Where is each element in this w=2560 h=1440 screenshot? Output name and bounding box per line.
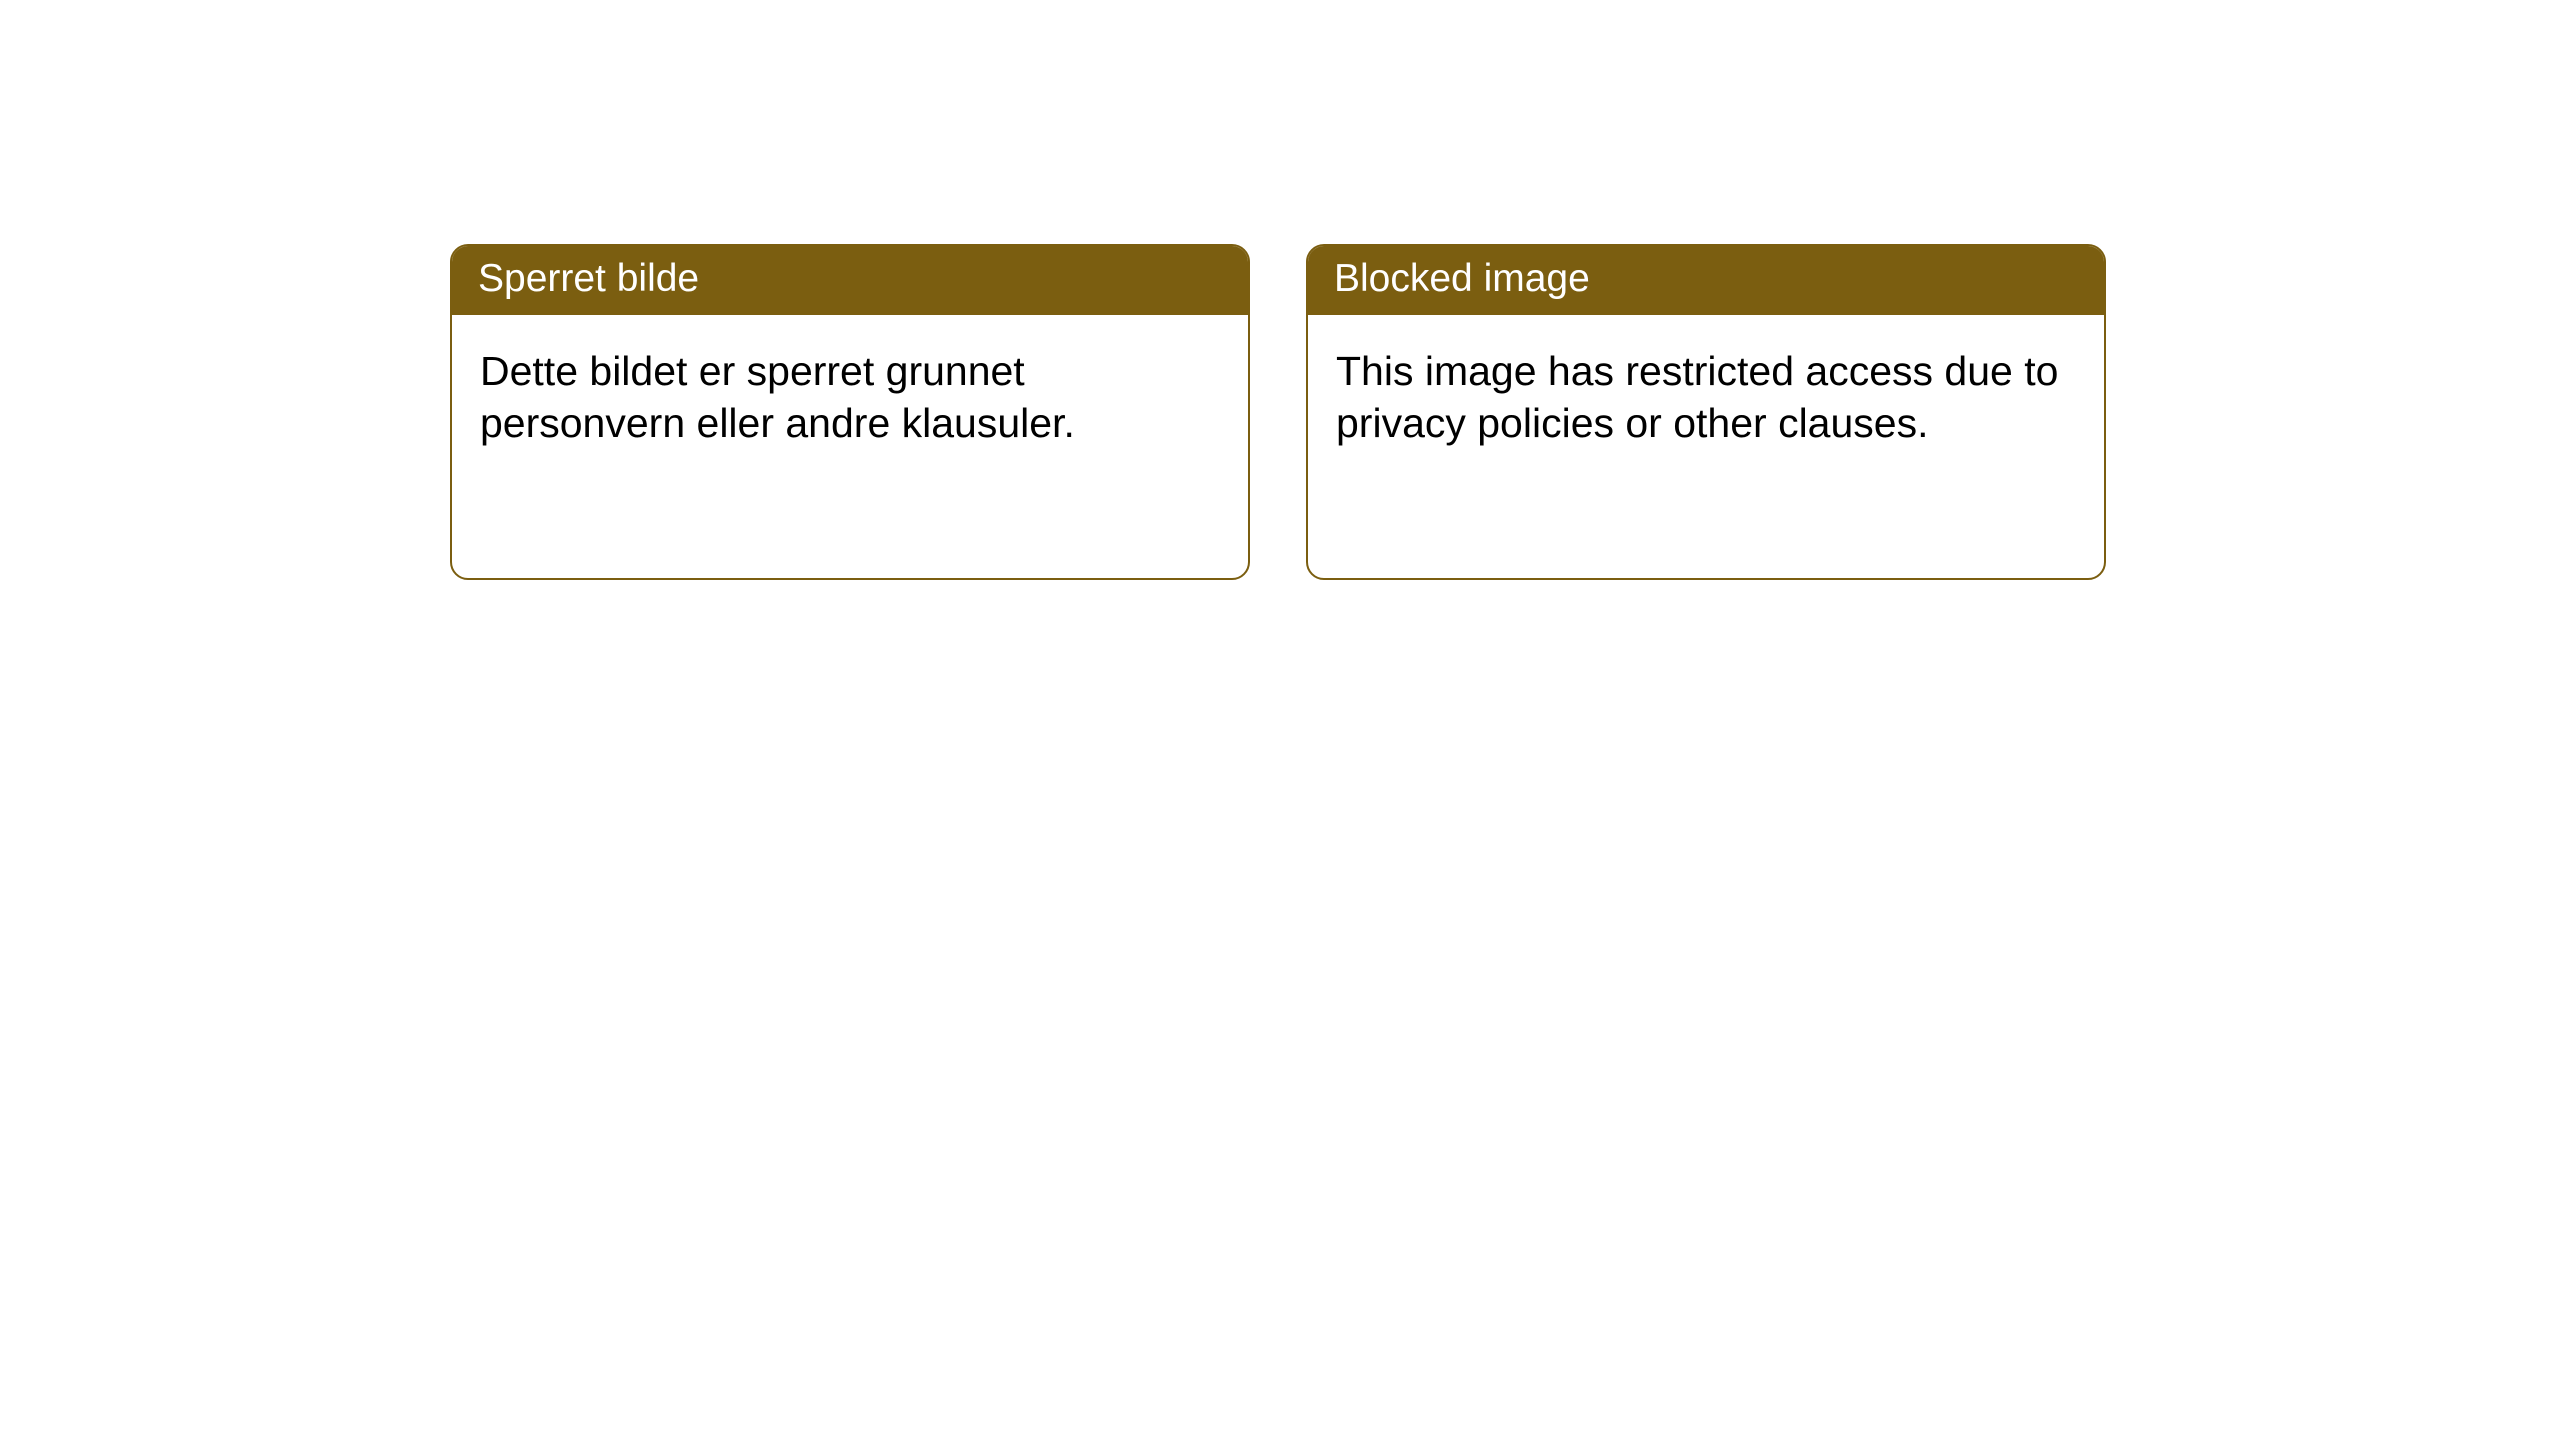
blocked-image-card-norwegian: Sperret bilde Dette bildet er sperret gr… [450, 244, 1250, 580]
blocked-image-card-english: Blocked image This image has restricted … [1306, 244, 2106, 580]
card-body-text: Dette bildet er sperret grunnet personve… [452, 315, 1248, 480]
card-title: Blocked image [1308, 246, 2104, 315]
notice-cards-container: Sperret bilde Dette bildet er sperret gr… [450, 244, 2106, 580]
card-body-text: This image has restricted access due to … [1308, 315, 2104, 480]
card-title: Sperret bilde [452, 246, 1248, 315]
